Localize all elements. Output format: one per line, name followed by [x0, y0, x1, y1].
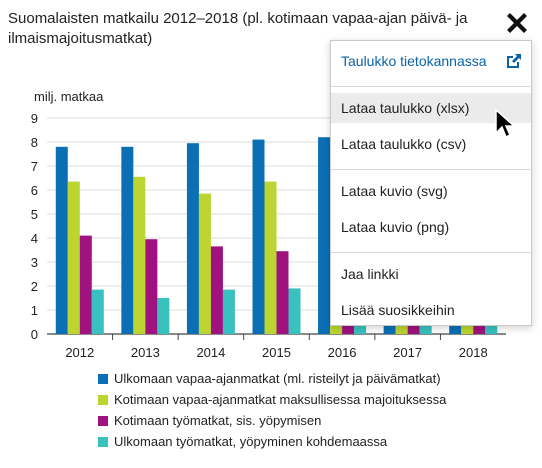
legend-swatch: [98, 415, 108, 426]
y-tick-label: 1: [31, 303, 38, 318]
menu-separator: [331, 252, 531, 253]
bar-2012-series-1: [55, 146, 68, 334]
y-tick-label: 4: [31, 231, 38, 246]
legend-swatch: [98, 373, 108, 384]
menu-item-table-database[interactable]: Taulukko tietokannassa: [331, 46, 531, 76]
export-menu: Taulukko tietokannassa Lataa taulukko (x…: [330, 40, 532, 326]
legend-swatch: [98, 436, 108, 447]
x-tick-label: 2013: [131, 345, 160, 360]
bar-2014-series-1: [186, 143, 199, 334]
y-tick-label: 7: [31, 159, 38, 174]
bar-2013-series-4: [157, 298, 170, 334]
menu-item-label: Lataa kuvio (svg): [341, 183, 448, 199]
menu-item-label: Lataa kuvio (png): [341, 219, 450, 235]
legend-item[interactable]: Kotimaan vapaa-ajanmatkat maksullisessa …: [98, 389, 446, 410]
bar-2012-series-3: [79, 235, 92, 334]
legend-swatch: [98, 394, 108, 405]
legend-label: Ulkomaan työmatkat, yöpyminen kohdemaass…: [114, 434, 388, 449]
chart-title: Suomalaisten matkailu 2012–2018 (pl. kot…: [8, 10, 468, 47]
menu-item-download-png[interactable]: Lataa kuvio (png): [331, 212, 531, 242]
chart-legend: Ulkomaan vapaa-ajanmatkat (ml. risteilyt…: [98, 368, 446, 452]
y-tick-label: 3: [31, 255, 38, 270]
bar-2013-series-2: [133, 176, 146, 334]
close-icon[interactable]: [503, 9, 531, 37]
bar-2015-series-3: [276, 251, 289, 334]
bar-2013-series-3: [145, 239, 158, 334]
menu-item-add-favorites[interactable]: Lisää suosikkeihin: [331, 295, 531, 325]
menu-separator: [331, 86, 531, 87]
menu-item-download-csv[interactable]: Lataa taulukko (csv): [331, 129, 531, 159]
x-tick-label: 2018: [459, 345, 488, 360]
legend-item[interactable]: Kotimaan työmatkat, sis. yöpymisen: [98, 410, 446, 431]
menu-separator: [331, 169, 531, 170]
y-tick-label: 5: [31, 207, 38, 222]
bar-2014-series-2: [198, 193, 211, 334]
bar-2016-series-1: [318, 137, 331, 334]
menu-item-download-xlsx[interactable]: Lataa taulukko (xlsx): [331, 93, 531, 123]
y-tick-label: 8: [31, 135, 38, 150]
menu-item-label: Lataa taulukko (xlsx): [341, 100, 470, 116]
menu-item-label: Jaa linkki: [341, 266, 399, 282]
bar-2015-series-1: [252, 139, 265, 334]
x-tick-label: 2015: [262, 345, 291, 360]
menu-item-download-svg[interactable]: Lataa kuvio (svg): [331, 176, 531, 206]
legend-item[interactable]: Ulkomaan vapaa-ajanmatkat (ml. risteilyt…: [98, 368, 446, 389]
y-tick-label: 9: [31, 111, 38, 126]
bar-2014-series-3: [210, 246, 223, 334]
x-tick-label: 2014: [196, 345, 225, 360]
legend-label: Kotimaan vapaa-ajanmatkat maksullisessa …: [114, 392, 447, 407]
external-link-icon: [507, 54, 521, 68]
x-tick-label: 2017: [393, 345, 422, 360]
y-tick-label: 0: [31, 327, 38, 342]
bar-2014-series-4: [222, 289, 235, 334]
menu-item-share-link[interactable]: Jaa linkki: [331, 259, 531, 289]
legend-label: Kotimaan työmatkat, sis. yöpymisen: [114, 413, 322, 428]
menu-item-label: Taulukko tietokannassa: [341, 53, 487, 69]
bar-2015-series-2: [264, 181, 277, 334]
menu-item-label: Lataa taulukko (csv): [341, 136, 467, 152]
bar-2013-series-1: [121, 146, 134, 334]
y-tick-label: 2: [31, 279, 38, 294]
bar-2015-series-4: [288, 288, 301, 334]
legend-label: Ulkomaan vapaa-ajanmatkat (ml. risteilyt…: [114, 371, 441, 386]
x-tick-label: 2012: [65, 345, 94, 360]
y-tick-label: 6: [31, 183, 38, 198]
bar-2012-series-2: [67, 181, 80, 334]
menu-item-label: Lisää suosikkeihin: [341, 302, 455, 318]
bar-2012-series-4: [91, 289, 104, 334]
x-tick-label: 2016: [328, 345, 357, 360]
y-axis-label: milj. matkaa: [34, 89, 104, 104]
legend-item[interactable]: Ulkomaan työmatkat, yöpyminen kohdemaass…: [98, 431, 446, 452]
